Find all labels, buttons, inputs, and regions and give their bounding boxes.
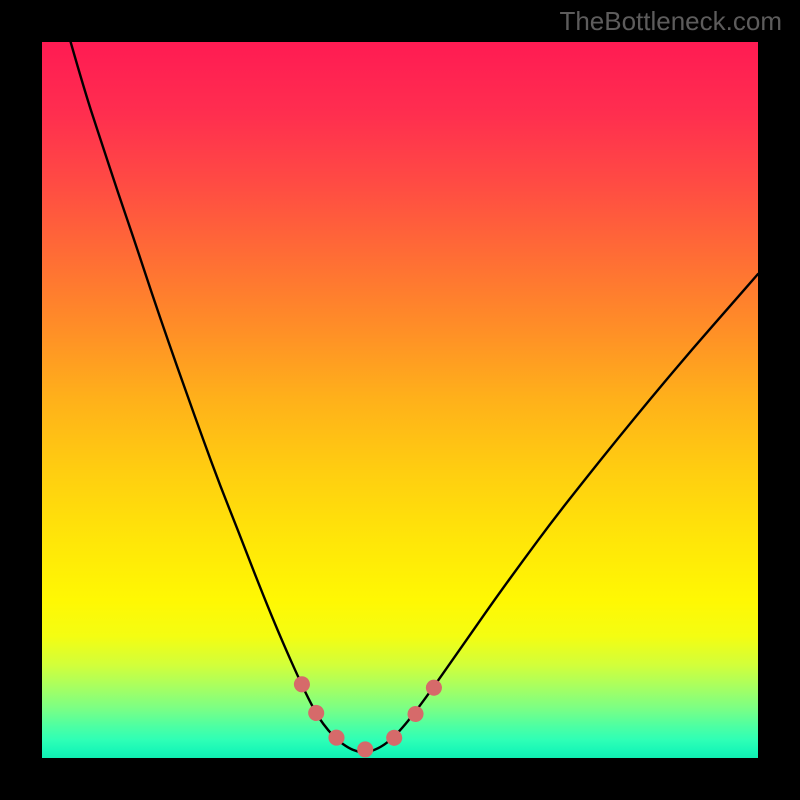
chart-frame: TheBottleneck.com xyxy=(0,0,800,800)
plot-svg xyxy=(42,42,758,758)
watermark-text: TheBottleneck.com xyxy=(559,6,782,37)
plot-area xyxy=(42,42,758,758)
